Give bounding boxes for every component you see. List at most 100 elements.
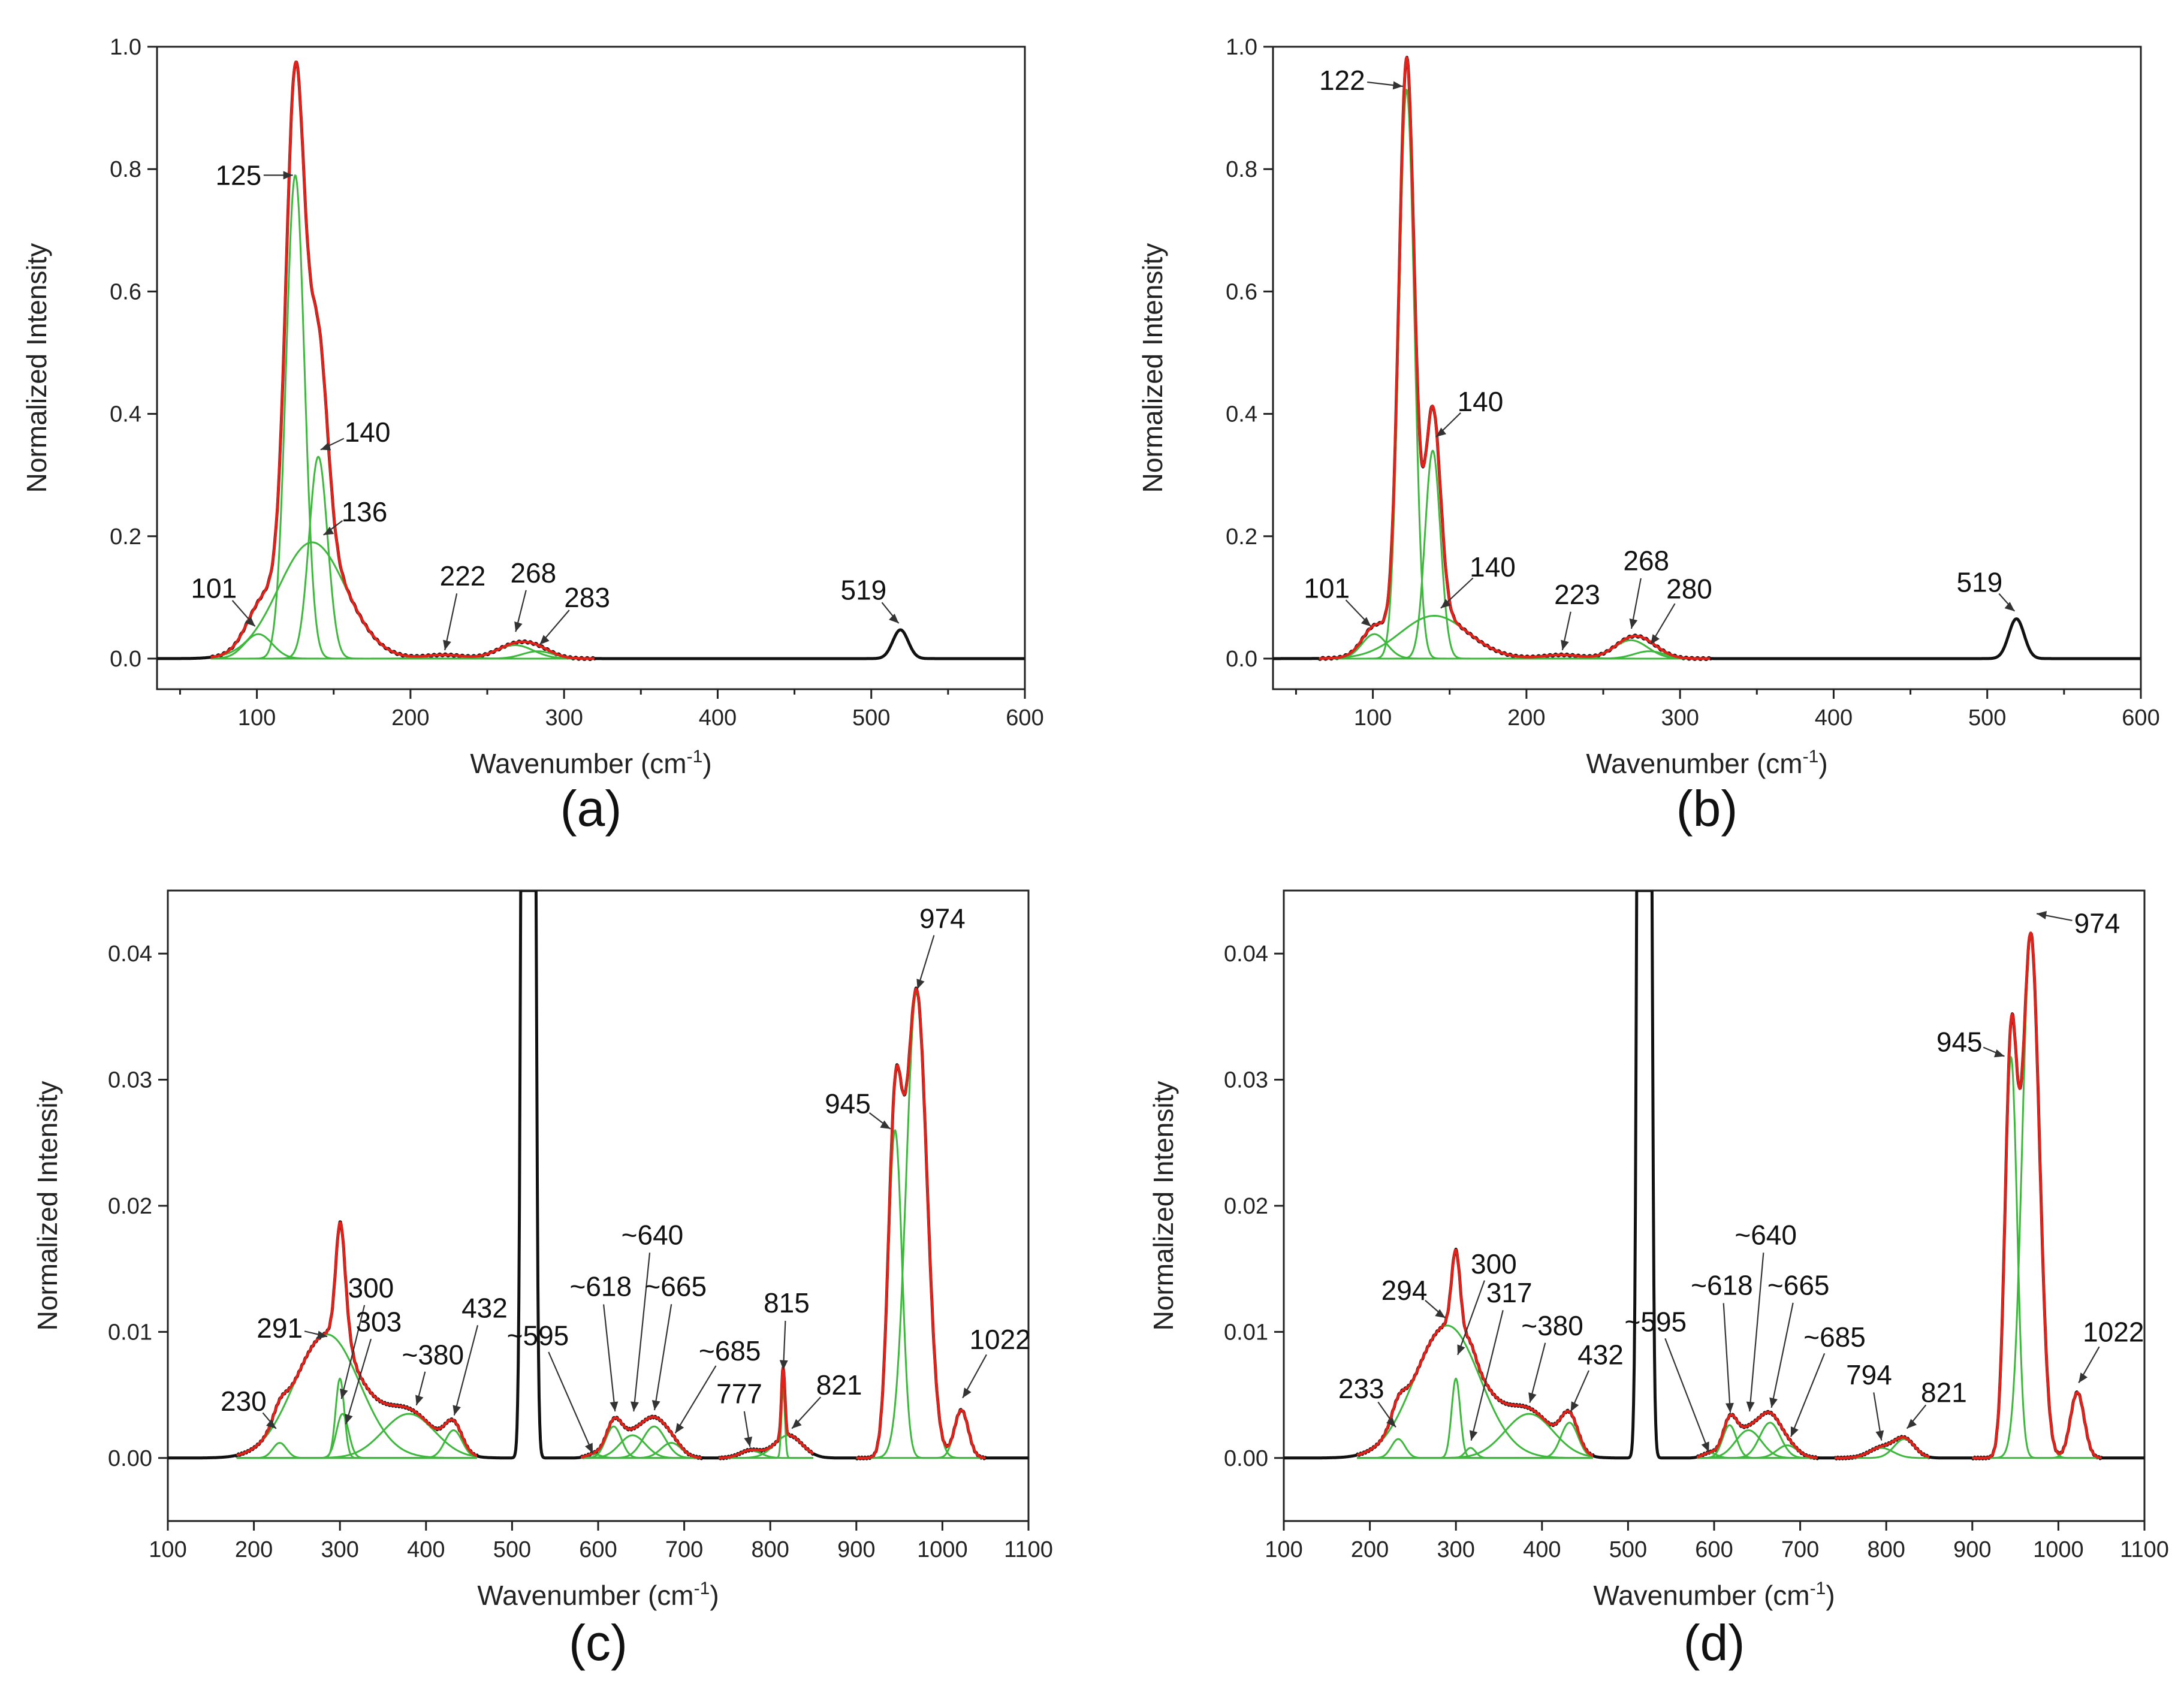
peak-arrow-head [1570, 1401, 1579, 1412]
y-axis-title: Normalized Intensity [32, 1081, 63, 1331]
y-tick-label: 0.2 [110, 524, 141, 550]
peak-label-821: 821 [1921, 1377, 1967, 1408]
peak-arrow-head [245, 617, 255, 627]
y-tick-label: 0.03 [1224, 1068, 1268, 1093]
peak-arrow [1749, 1253, 1764, 1412]
x-tick-label: 300 [321, 1537, 358, 1562]
x-tick-label: 600 [1006, 705, 1043, 731]
peak-label-945: 945 [825, 1088, 871, 1119]
peak-arrow [653, 1304, 672, 1411]
peak-arrow-head [1651, 634, 1660, 645]
plot-area [1273, 56, 2141, 661]
cumulative-fit-0 [236, 1221, 478, 1457]
y-tick-label: 0.00 [1224, 1446, 1268, 1471]
peak-label-300: 300 [1471, 1248, 1517, 1280]
peak-label-140: 140 [1458, 386, 1504, 417]
x-tick-label: 400 [699, 705, 737, 731]
fit-component-640 [1696, 1429, 1818, 1459]
peak-arrow-head [1528, 1392, 1537, 1403]
peak-arrow-head [1769, 1397, 1778, 1408]
peak-label-approx-685: ~685 [699, 1335, 761, 1366]
peak-arrow-head [1994, 1049, 2005, 1058]
cumulative-fit-1 [580, 1416, 702, 1459]
x-tick-label: 200 [391, 705, 429, 731]
chart-panel-c: 100 200 300 400 500 600 700 800 900 1000 1100 0.00 0… [32, 889, 1053, 1671]
peak-arrow [1790, 1353, 1826, 1437]
fit-component-280 [1319, 650, 1711, 660]
peak-label-125: 125 [215, 159, 261, 191]
y-tick-label: 0.8 [110, 157, 141, 182]
peak-label-945: 945 [1936, 1026, 1983, 1057]
cumulative-fit-2 [1833, 1436, 1930, 1460]
peak-arrow-head [2004, 602, 2015, 611]
peak-label-approx-665: ~665 [644, 1271, 707, 1302]
y-tick-label: 0.03 [108, 1068, 152, 1093]
panel-label: (c) [569, 1615, 628, 1671]
fit-component-317 [1356, 1447, 1594, 1459]
peak-label-230: 230 [221, 1386, 267, 1417]
x-tick-label: 200 [1351, 1537, 1389, 1562]
x-tick-label: 500 [1968, 705, 2006, 731]
peak-arrow-head [1436, 427, 1447, 437]
fit-component-432 [1356, 1422, 1594, 1459]
panel-label: (d) [1684, 1615, 1745, 1671]
peak-arrow-head [889, 613, 899, 624]
peak-arrow-head [675, 1423, 684, 1434]
y-axis-title: Normalized Intensity [1148, 1081, 1179, 1331]
x-axis-title: Wavenumber (cm-1) [477, 1579, 719, 1611]
peak-label-140: 140 [345, 417, 391, 448]
x-tick-label: 300 [1437, 1537, 1474, 1562]
peak-arrow-head [323, 526, 334, 535]
peak-label-268: 268 [511, 557, 557, 589]
x-tick-label: 800 [1867, 1537, 1905, 1562]
peak-label-974: 974 [919, 903, 966, 934]
x-tick-label: 1100 [1004, 1537, 1053, 1562]
x-tick-label: 200 [1507, 705, 1545, 731]
plot-frame [1272, 46, 2142, 690]
cumulative-fit-0 [1356, 1248, 1594, 1457]
peak-label-approx-618: ~618 [1691, 1270, 1753, 1301]
peak-label-291: 291 [257, 1312, 303, 1344]
x-tick-label: 1000 [2033, 1537, 2084, 1562]
peak-label-432: 432 [461, 1292, 508, 1323]
peak-arrow-head [2079, 1372, 2088, 1383]
x-tick-label: 400 [1815, 705, 1853, 731]
peak-label-136: 136 [342, 496, 388, 527]
peak-arrow [674, 1365, 717, 1434]
peak-arrow [340, 1305, 366, 1399]
x-axis-title: Wavenumber (cm-1) [470, 747, 711, 779]
peak-label-approx-595: ~595 [1625, 1306, 1687, 1338]
peak-label-233: 233 [1338, 1373, 1384, 1404]
x-tick-label: 600 [579, 1537, 617, 1562]
x-tick-label: 900 [1953, 1537, 1991, 1562]
peak-arrow-head [1725, 1402, 1734, 1413]
peak-label-432: 432 [1577, 1339, 1624, 1370]
peak-label-approx-640: ~640 [622, 1219, 684, 1250]
y-tick-label: 0.01 [1224, 1320, 1268, 1345]
cumulative-fit-3 [855, 987, 987, 1460]
x-tick-label: 100 [238, 705, 276, 731]
peak-arrow-head [345, 1414, 353, 1425]
y-tick-label: 0.4 [110, 402, 141, 427]
peak-label-268: 268 [1623, 545, 1669, 577]
peak-label-300: 300 [348, 1272, 394, 1303]
x-tick-label: 500 [493, 1537, 531, 1562]
y-tick-label: 0.02 [108, 1194, 152, 1219]
peak-arrow-head [585, 1443, 593, 1453]
peak-label-101: 101 [191, 573, 237, 604]
peak-label-approx-665: ~665 [1767, 1270, 1830, 1301]
x-axis-title: Wavenumber (cm-1) [1586, 747, 1827, 779]
y-tick-label: 0.01 [108, 1320, 152, 1345]
y-axis-title: Normalized Intensity [21, 243, 52, 493]
peak-arrow [444, 593, 458, 651]
peak-arrow-head [1875, 1430, 1884, 1441]
cumulative-fit-0 [210, 61, 596, 660]
cumulative-fit-1 [1696, 1411, 1818, 1459]
x-tick-label: 300 [1661, 705, 1699, 731]
peak-arrow-head [2037, 911, 2047, 919]
y-tick-label: 0.04 [1224, 941, 1268, 967]
peak-arrow-head [651, 1400, 660, 1411]
peak-arrow-head [1457, 1344, 1465, 1355]
x-tick-label: 300 [545, 705, 583, 731]
peak-arrow-head [1629, 618, 1638, 629]
